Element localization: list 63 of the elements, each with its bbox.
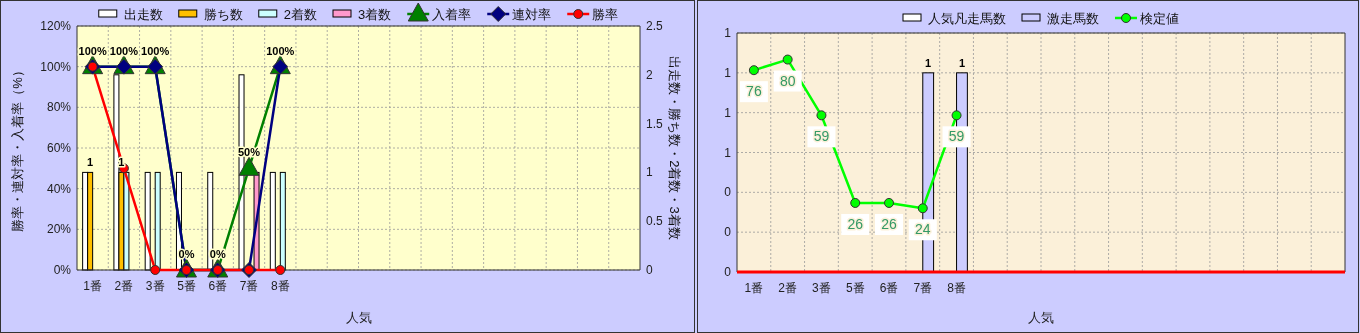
- x-tick-label: 3番: [812, 281, 831, 295]
- data-label: 80: [779, 72, 796, 89]
- legend-label: 激走馬数: [1047, 11, 1099, 26]
- y-tick-label: 1: [724, 26, 732, 40]
- y2-axis-title: 出走数・勝ち数・2着数・3着数: [667, 56, 682, 240]
- legend-label: 勝ち数: [203, 7, 243, 22]
- data-label: 26: [847, 215, 864, 232]
- y-tick-label: 1: [724, 145, 732, 160]
- data-label: 59: [813, 128, 830, 145]
- x-tick-label: 5番: [845, 281, 865, 295]
- y-tick-label: 0: [724, 185, 732, 200]
- x-tick-label: 8番: [947, 281, 966, 295]
- y-tick-label: 0: [724, 265, 732, 279]
- legend-label: 3着数: [358, 7, 392, 22]
- y-tick-label: 0%: [53, 263, 72, 277]
- x-axis-title: 人気: [1028, 310, 1054, 325]
- x-tick-label: 6番: [879, 281, 899, 295]
- y-tick-label: 60%: [46, 141, 72, 155]
- y-tick-label: 1: [724, 105, 732, 120]
- data-label: 100%: [78, 44, 107, 57]
- x-tick-label: 6番: [208, 279, 228, 293]
- data-label: 76: [746, 83, 762, 100]
- y-tick-label: 20%: [46, 222, 72, 237]
- y-tick-label: 40%: [46, 181, 72, 196]
- data-label: 100%: [141, 44, 170, 57]
- y-tick-label: 80%: [46, 100, 72, 115]
- x-tick-label: 1番: [83, 279, 102, 293]
- data-label: 1: [958, 56, 966, 69]
- data-label: 1: [118, 156, 125, 169]
- data-label: 1: [87, 156, 94, 169]
- x-tick-label: 7番: [913, 281, 933, 295]
- y2-tick-label: 1.5: [646, 116, 664, 131]
- y-tick-label: 100%: [40, 59, 72, 74]
- legend-label: 検定値: [1140, 11, 1179, 26]
- y-tick-label: 0: [724, 225, 732, 240]
- y2-tick-label: 0.5: [646, 214, 664, 229]
- x-tick-label: 2番: [114, 279, 134, 293]
- y-tick-label: 1: [724, 65, 732, 80]
- legend-label: 勝率: [592, 7, 619, 22]
- y-tick-label: 120%: [40, 19, 72, 33]
- legend-label: 連対率: [512, 7, 552, 22]
- data-label: 100%: [266, 44, 295, 57]
- x-tick-label: 5番: [177, 279, 196, 293]
- data-label: 1: [925, 56, 932, 69]
- y2-tick-label: 2: [646, 67, 653, 82]
- data-label: 59: [948, 128, 965, 145]
- y2-tick-label: 2.5: [646, 19, 664, 33]
- legend-label: 出走数: [123, 7, 163, 22]
- x-tick-label: 2番: [778, 281, 798, 295]
- data-label: 100%: [109, 44, 139, 57]
- data-label: 26: [881, 215, 897, 232]
- y-axis-title: 勝率・連対率・入着率（%）: [10, 64, 25, 232]
- x-tick-label: 7番: [239, 279, 259, 293]
- x-tick-label: 3番: [145, 279, 165, 293]
- legend-label: 入着率: [432, 7, 472, 22]
- x-tick-label: 8番: [270, 279, 290, 293]
- legend-label: 2着数: [283, 7, 317, 22]
- x-axis-title: 人気: [345, 310, 372, 325]
- y2-tick-label: 0: [646, 263, 653, 277]
- y2-tick-label: 1: [646, 165, 653, 180]
- data-label: 24: [914, 221, 931, 238]
- x-tick-label: 1番: [744, 281, 764, 295]
- legend-label: 人気凡走馬数: [928, 11, 1006, 26]
